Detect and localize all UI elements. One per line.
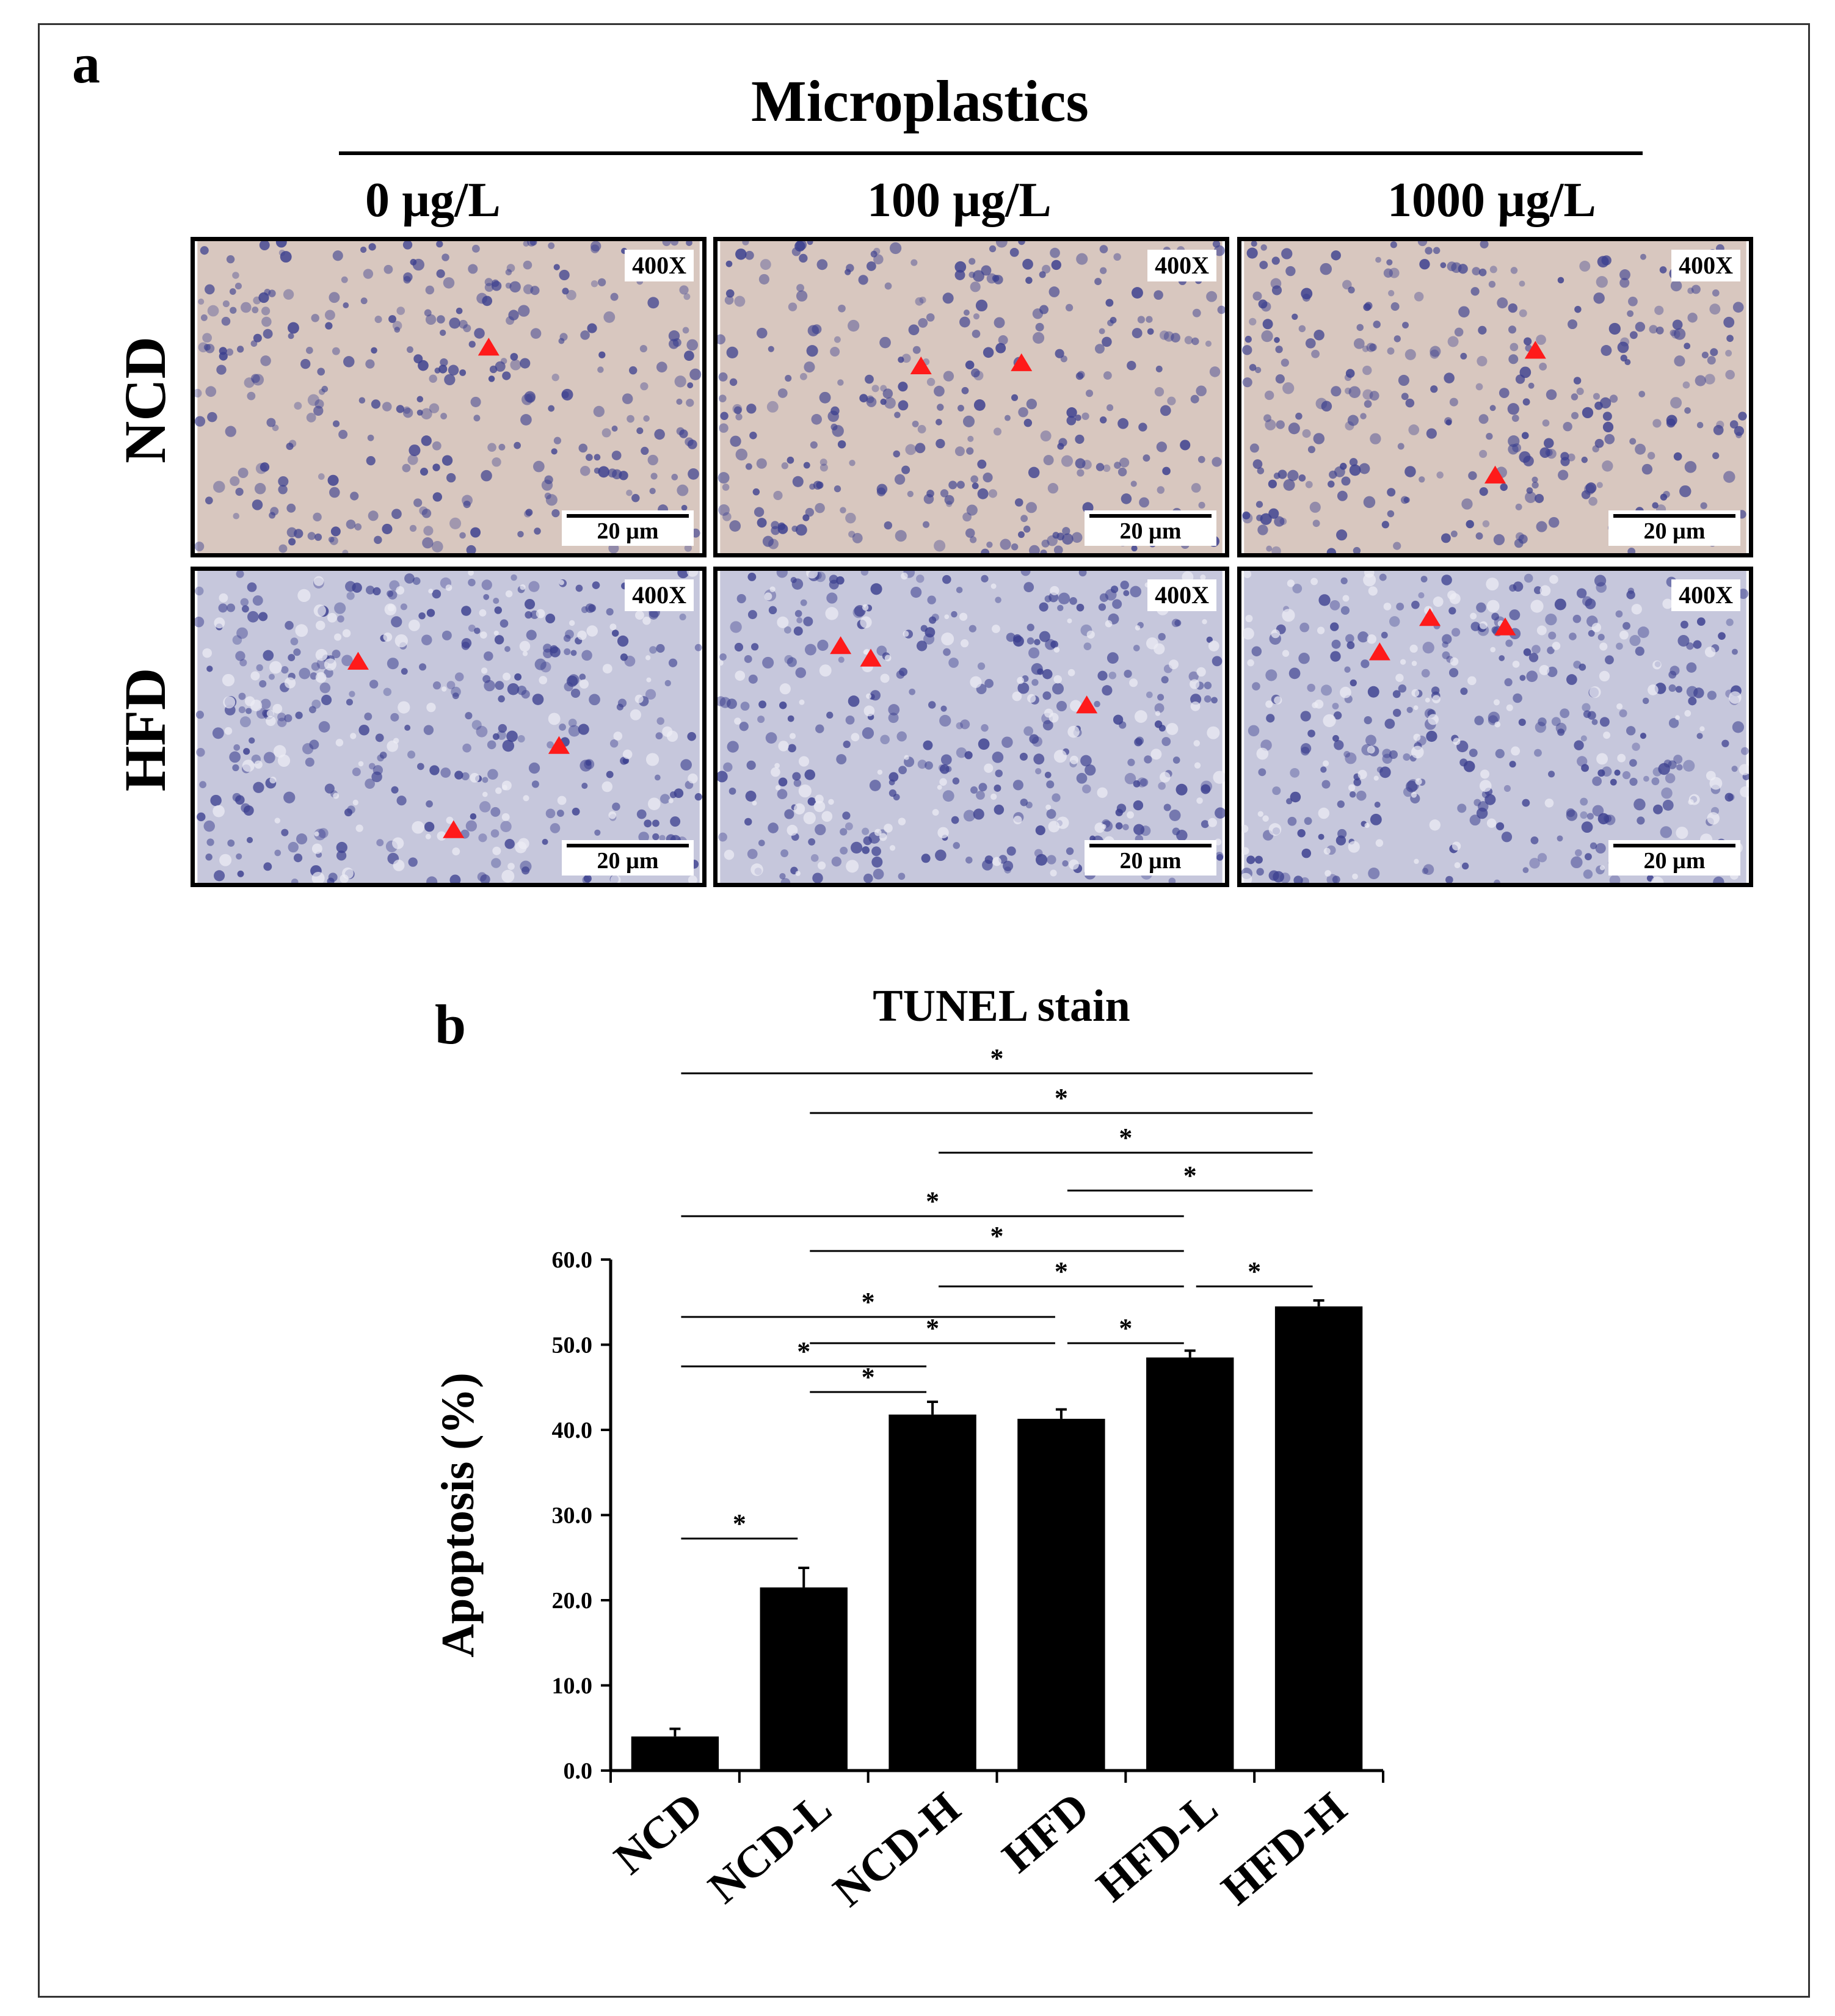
micrograph-hfd-0: 400X 20 µm (191, 567, 707, 887)
y-axis-label: Apoptosis (%) (432, 1372, 484, 1658)
bar-hfd-l (1146, 1357, 1234, 1771)
x-tick-label: HFD-L (1088, 1783, 1227, 1912)
tunel-positive-arrow-marker (1011, 353, 1033, 371)
bar-ncd (631, 1736, 719, 1771)
y-tick-label: 0.0 (564, 1758, 593, 1784)
tunel-positive-arrow-marker (910, 356, 932, 375)
x-tick-label: NCD-L (699, 1783, 841, 1913)
tissue-texture (195, 241, 702, 553)
micrograph-ncd-1: 400X 20 µm (713, 237, 1229, 557)
tissue-texture (1242, 241, 1747, 553)
magnification-label: 400X (1671, 250, 1740, 281)
tissue-texture (718, 571, 1225, 883)
panel-a-letter: a (72, 32, 100, 95)
y-tick-label: 30.0 (552, 1503, 593, 1529)
tunel-positive-arrow-marker (1419, 608, 1441, 626)
panel-b-letter: b (435, 993, 467, 1056)
scale-bar: 20 µm (1608, 840, 1740, 876)
scale-bar-line (1613, 514, 1735, 518)
bar-ncd-l (760, 1587, 848, 1771)
tunel-positive-arrow-marker (478, 338, 500, 356)
significance-asterisk: * (990, 1043, 1004, 1073)
magnification-label: 400X (1147, 579, 1216, 611)
scale-bar-label: 20 µm (597, 518, 659, 545)
x-tick-label: HFD (993, 1783, 1098, 1882)
bar-hfd-h (1274, 1306, 1363, 1771)
column-header-100: 100 µg/L (867, 173, 1052, 227)
scale-bar: 20 µm (1085, 840, 1216, 876)
tunel-positive-arrow-marker (1368, 642, 1390, 661)
micrograph-ncd-0: 400X 20 µm (191, 237, 707, 557)
significance-asterisk: * (1055, 1083, 1068, 1113)
significance-asterisk: * (1248, 1256, 1261, 1286)
scale-bar-label: 20 µm (1643, 518, 1706, 545)
column-header-0: 0 µg/L (365, 173, 501, 227)
y-tick-label: 60.0 (552, 1247, 593, 1273)
scale-bar-label: 20 µm (1119, 848, 1182, 874)
magnification-label: 400X (625, 579, 694, 611)
scale-bar: 20 µm (1608, 510, 1740, 546)
significance-asterisk: * (1119, 1313, 1132, 1343)
tissue-texture (718, 241, 1225, 553)
scale-bar: 20 µm (1085, 510, 1216, 546)
bar-ncd-h (888, 1414, 976, 1771)
significance-asterisk: * (990, 1221, 1004, 1251)
scale-bar-label: 20 µm (1119, 518, 1182, 545)
bar-hfd (1017, 1418, 1105, 1771)
tunel-positive-arrow-marker (860, 648, 882, 667)
micrograph-hfd-2: 400X 20 µm (1237, 567, 1753, 887)
scale-bar-label: 20 µm (1643, 848, 1706, 874)
significance-asterisk: * (862, 1287, 875, 1317)
magnification-label: 400X (1147, 250, 1216, 281)
scale-bar-line (1089, 514, 1212, 518)
significance-asterisk: * (733, 1509, 746, 1539)
scale-bar-line (567, 844, 689, 848)
significance-asterisk: * (926, 1313, 939, 1343)
micrograph-hfd-1: 400X 20 µm (713, 567, 1229, 887)
tunel-positive-arrow-marker (1484, 465, 1506, 484)
microplastics-title-rule (339, 151, 1643, 155)
significance-asterisk: * (926, 1186, 939, 1216)
tunel-positive-arrow-marker (830, 636, 852, 654)
significance-asterisk: * (1119, 1123, 1132, 1153)
tunel-positive-arrow-marker (443, 820, 465, 838)
tissue-texture (195, 571, 702, 883)
magnification-label: 400X (625, 250, 694, 281)
scale-bar-line (567, 514, 689, 518)
y-tick-label: 50.0 (552, 1333, 593, 1358)
scale-bar: 20 µm (562, 510, 694, 546)
scale-bar-line (1089, 844, 1212, 848)
y-tick-label: 10.0 (552, 1673, 593, 1699)
magnification-label: 400X (1671, 579, 1740, 611)
significance-asterisk: * (1183, 1161, 1197, 1191)
significance-asterisk: * (862, 1362, 875, 1392)
tunel-positive-arrow-marker (347, 651, 369, 670)
tunel-positive-arrow-marker (1494, 617, 1516, 636)
x-tick-label: HFD-H (1212, 1783, 1356, 1915)
significance-asterisk: * (1055, 1256, 1068, 1286)
tunel-positive-arrow-marker (1076, 695, 1098, 714)
x-tick-label: NCD-H (824, 1783, 970, 1916)
microplastics-title: Microplastics (751, 68, 1089, 134)
micrograph-ncd-2: 400X 20 µm (1237, 237, 1753, 557)
scale-bar-label: 20 µm (597, 848, 659, 874)
x-tick-label: NCD (605, 1783, 713, 1884)
figure-frame (38, 23, 1810, 1998)
significance-asterisk: * (797, 1336, 810, 1366)
tunel-positive-arrow-marker (1524, 341, 1546, 359)
scale-bar: 20 µm (562, 840, 694, 876)
tunel-positive-arrow-marker (548, 736, 570, 754)
y-tick-label: 20.0 (552, 1588, 593, 1614)
column-header-1000: 1000 µg/L (1387, 173, 1596, 227)
y-tick-label: 40.0 (552, 1418, 593, 1443)
scale-bar-line (1613, 844, 1735, 848)
chart-title: TUNEL stain (873, 981, 1130, 1031)
